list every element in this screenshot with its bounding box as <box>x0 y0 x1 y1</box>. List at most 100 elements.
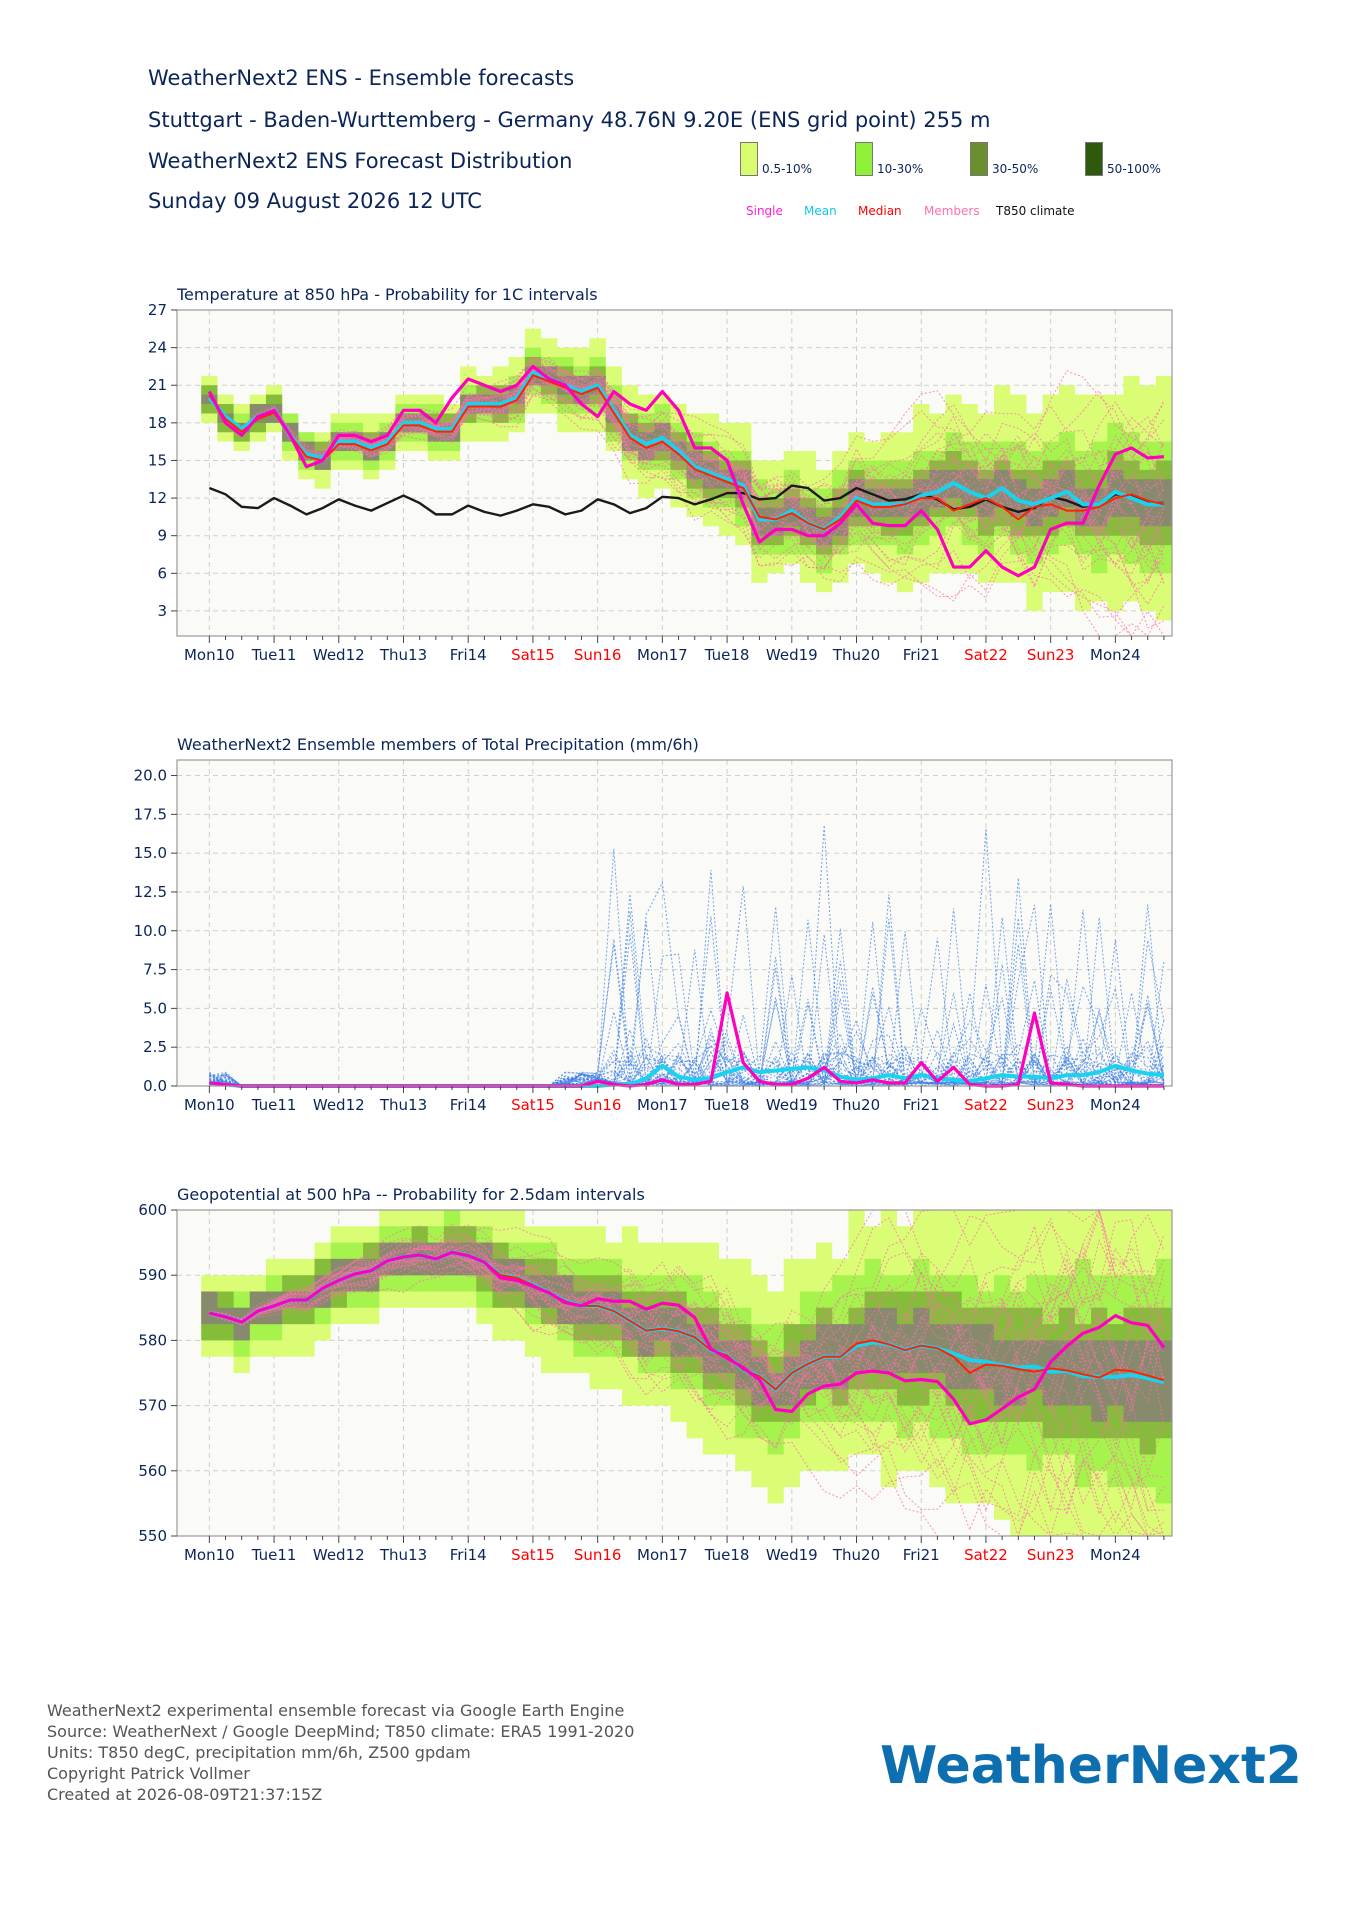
legend-line-median: Median <box>858 204 902 218</box>
x-tick-label: Mon10 <box>184 1096 235 1114</box>
x-tick-label: Sat15 <box>511 646 555 664</box>
x-tick-label: Tue11 <box>251 1096 297 1114</box>
member-line <box>209 1208 1165 1418</box>
member-line <box>209 1238 1165 1429</box>
y-tick-label: 21 <box>148 376 167 394</box>
legend-swatch-2 <box>855 142 873 176</box>
x-tick-label: Tue18 <box>704 1546 750 1564</box>
legend-line-climate: T850 climate <box>996 204 1075 218</box>
plot-background <box>177 760 1172 1086</box>
plot-frame <box>176 1209 1173 1537</box>
member-line <box>209 1251 1164 1512</box>
member-line <box>208 357 1165 637</box>
chart-legend: 0.5-10% 10-30% 30-50% 50-100% Single Mea… <box>740 142 1180 232</box>
y-tick-label: 600 <box>138 1201 167 1219</box>
y-tick-label: 5.0 <box>143 999 167 1017</box>
x-tick-label: Fri21 <box>903 1096 940 1114</box>
x-tick-label: Sun23 <box>1027 646 1075 664</box>
y-tick-label: 17.5 <box>134 805 167 823</box>
x-tick-label: Sat22 <box>964 646 1008 664</box>
x-tick-label: Thu13 <box>379 1546 427 1564</box>
x-tick-label: Tue11 <box>251 1546 297 1564</box>
member-line <box>209 1238 1164 1537</box>
x-tick-label: Sat15 <box>511 1096 555 1114</box>
x-tick-label: Fri21 <box>903 1546 940 1564</box>
member-line <box>209 1208 1165 1447</box>
x-tick-label: Fri14 <box>450 646 487 664</box>
member-line <box>209 1239 1165 1475</box>
series-single <box>208 1250 1166 1426</box>
member-line <box>208 368 1164 637</box>
legend-swatch-4 <box>1085 142 1103 176</box>
member-line <box>208 377 1165 618</box>
chart-title: Temperature at 850 hPa - Probability for… <box>176 285 598 304</box>
footer-line: Copyright Patrick Vollmer <box>47 1764 250 1783</box>
t850-chart: Temperature at 850 hPa - Probability for… <box>148 285 1173 664</box>
legend-band-label: 10-30% <box>877 162 924 176</box>
z500-chart: Geopotential at 500 hPa -- Probability f… <box>138 1185 1173 1564</box>
brand-logo: WeatherNext2 <box>879 1736 1302 1796</box>
footer-line: WeatherNext2 experimental ensemble forec… <box>47 1701 625 1720</box>
member-line <box>209 1237 1165 1538</box>
y-tick-label: 560 <box>138 1462 167 1480</box>
x-tick-label: Wed12 <box>313 646 365 664</box>
x-tick-label: Thu20 <box>832 1096 880 1114</box>
y-tick-label: 7.5 <box>143 961 167 979</box>
x-tick-label: Sun16 <box>574 1546 622 1564</box>
legend-band-label: 50-100% <box>1107 162 1161 176</box>
x-tick-label: Fri14 <box>450 1096 487 1114</box>
chart-title: WeatherNext2 Ensemble members of Total P… <box>177 735 699 754</box>
legend-band-label: 30-50% <box>992 162 1039 176</box>
legend-band-label: 0.5-10% <box>762 162 813 176</box>
x-tick-label: Mon17 <box>637 1546 688 1564</box>
member-line <box>209 1223 1165 1454</box>
y-tick-label: 15 <box>148 451 167 469</box>
y-tick-label: 6 <box>157 564 167 582</box>
series-single <box>207 364 1165 578</box>
grid <box>177 760 1172 1087</box>
x-tick-label: Mon24 <box>1090 646 1141 664</box>
y-tick-label: 10.0 <box>134 922 167 940</box>
x-tick-label: Thu20 <box>832 646 880 664</box>
y-tick-label: 18 <box>148 414 167 432</box>
x-tick-label: Tue11 <box>251 646 297 664</box>
y-tick-label: 580 <box>138 1331 167 1349</box>
member-line <box>208 388 1165 552</box>
x-tick-label: Thu13 <box>379 1096 427 1114</box>
x-tick-label: Wed19 <box>766 1546 818 1564</box>
x-tick-label: Mon10 <box>184 646 235 664</box>
member-line <box>209 1251 1165 1408</box>
series-median <box>208 374 1165 531</box>
header-location: Stuttgart - Baden-Wurttemberg - Germany … <box>148 108 991 132</box>
x-tick-label: Fri14 <box>450 1546 487 1564</box>
x-tick-label: Sat22 <box>964 1096 1008 1114</box>
x-tick-label: Wed19 <box>766 1096 818 1114</box>
member-line <box>209 1215 1165 1436</box>
x-tick-label: Mon17 <box>637 646 688 664</box>
x-tick-label: Sun16 <box>574 1096 622 1114</box>
legend-line-mean: Mean <box>804 204 837 218</box>
y-tick-label: 24 <box>148 339 167 357</box>
member-line <box>209 1232 1165 1411</box>
x-tick-label: Wed19 <box>766 646 818 664</box>
x-tick-label: Sun23 <box>1027 1096 1075 1114</box>
x-tick-label: Wed12 <box>313 1096 365 1114</box>
header-title: WeatherNext2 ENS - Ensemble forecasts <box>148 66 575 90</box>
member-line <box>209 1261 1165 1537</box>
member-line <box>209 1256 1165 1537</box>
plot-frame <box>176 309 1173 637</box>
member-line <box>209 1245 1165 1424</box>
x-tick-label: Thu13 <box>379 646 427 664</box>
y-tick-label: 12 <box>148 489 167 507</box>
x-tick-label: Tue18 <box>704 1096 750 1114</box>
x-tick-label: Mon24 <box>1090 1546 1141 1564</box>
member-line <box>208 370 1165 602</box>
x-tick-label: Fri21 <box>903 646 940 664</box>
member-line <box>209 1258 1165 1433</box>
member-line <box>208 382 1165 587</box>
member-line <box>208 372 1164 589</box>
member-line <box>208 394 1165 556</box>
x-tick-label: Mon24 <box>1090 1096 1141 1114</box>
x-tick-label: Tue18 <box>704 646 750 664</box>
footer-notes: WeatherNext2 experimental ensemble forec… <box>47 1700 634 1805</box>
